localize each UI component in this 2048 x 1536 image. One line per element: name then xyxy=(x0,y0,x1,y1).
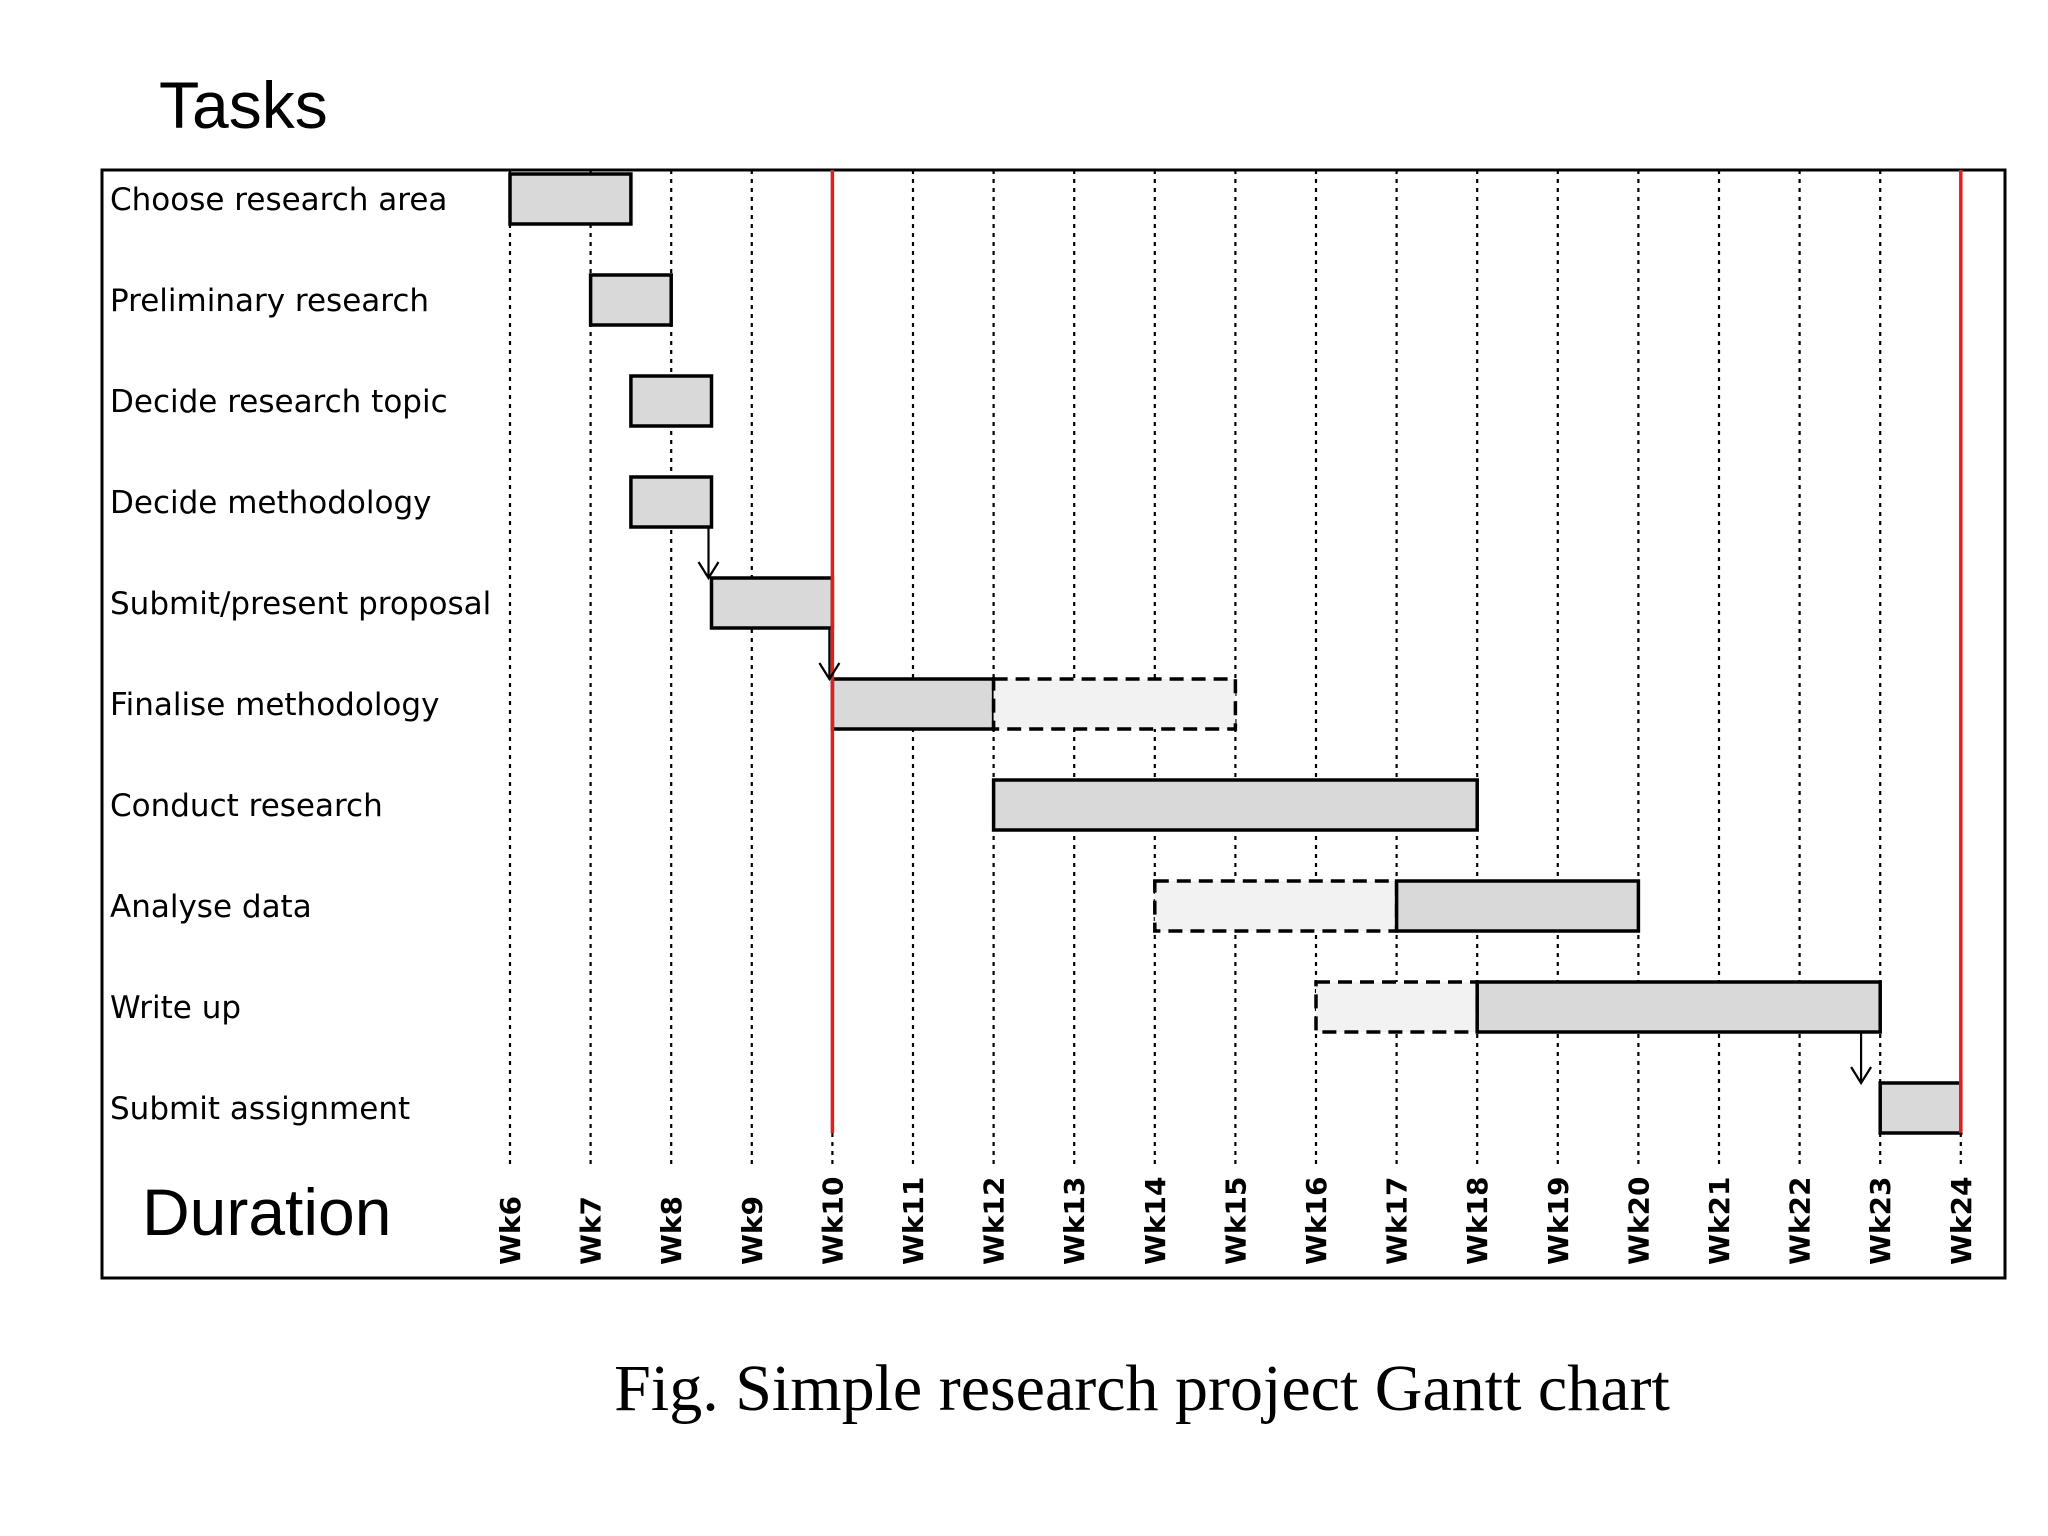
task-bar xyxy=(830,677,996,731)
task-label: Decide methodology xyxy=(110,485,432,521)
week-tick-label: Wk12 xyxy=(978,1177,1011,1265)
week-tick-label: Wk11 xyxy=(897,1177,930,1265)
week-tick-label: Wk20 xyxy=(1622,1177,1655,1265)
task-bar xyxy=(588,273,673,327)
task-bar xyxy=(1878,1081,1963,1135)
task-bar xyxy=(1314,980,1479,1034)
milestone-lines xyxy=(830,170,1963,1133)
task-bar xyxy=(1475,980,1882,1034)
week-tick-label: Wk17 xyxy=(1381,1177,1414,1265)
chart-frame xyxy=(100,168,2007,1280)
task-bar xyxy=(709,576,835,630)
task-label: Analyse data xyxy=(110,889,312,925)
chart-title: Tasks xyxy=(159,68,328,142)
dependency-arrows xyxy=(697,527,1873,1086)
task-bar xyxy=(991,778,1479,832)
week-tick-label: Wk16 xyxy=(1300,1177,1333,1265)
week-labels: Wk6 Wk7 Wk8 Wk9 Wk10 Wk11 Wk12 Wk13 Wk14 Wk15 Wk16… xyxy=(494,1177,1978,1265)
week-tick-label: Wk10 xyxy=(816,1177,849,1265)
week-tick-label: Wk22 xyxy=(1784,1177,1817,1265)
task-bar xyxy=(991,677,1238,731)
figure-caption: Fig. Simple research project Gantt chart xyxy=(614,1352,1670,1425)
week-tick-label: Wk15 xyxy=(1219,1177,1252,1265)
task-labels: Choose research area Preliminary research… xyxy=(110,182,491,1127)
task-label: Decide research topic xyxy=(110,384,448,420)
week-tick-label: Wk23 xyxy=(1864,1177,1897,1265)
dependency-arrow xyxy=(818,628,841,682)
task-label: Choose research area xyxy=(110,182,447,218)
task-bar xyxy=(508,172,633,226)
task-label: Conduct research xyxy=(110,788,383,824)
task-label: Finalise methodology xyxy=(110,687,439,723)
task-label: Submit assignment xyxy=(110,1091,410,1127)
dependency-arrow xyxy=(1850,1032,1873,1086)
task-bar xyxy=(1153,879,1399,933)
week-tick-label: Wk21 xyxy=(1703,1177,1736,1265)
week-tick-label: Wk14 xyxy=(1139,1177,1172,1265)
week-tick-label: Wk8 xyxy=(655,1196,688,1265)
task-bar xyxy=(629,374,714,428)
week-tick-label: Wk13 xyxy=(1058,1177,1091,1265)
dependency-arrow xyxy=(697,527,720,581)
week-tick-label: Wk24 xyxy=(1945,1177,1978,1265)
week-tick-label: Wk7 xyxy=(575,1196,608,1265)
task-bar xyxy=(629,475,714,529)
task-label: Preliminary research xyxy=(110,283,429,319)
week-tick-label: Wk6 xyxy=(494,1196,527,1265)
week-tick-label: Wk19 xyxy=(1542,1177,1575,1265)
week-tick-label: Wk18 xyxy=(1461,1177,1494,1265)
task-label: Write up xyxy=(110,990,241,1026)
task-label: Submit/present proposal xyxy=(110,586,491,622)
week-tick-label: Wk9 xyxy=(736,1196,769,1265)
task-bar xyxy=(1394,879,1641,933)
x-axis-label: Duration xyxy=(142,1175,391,1249)
